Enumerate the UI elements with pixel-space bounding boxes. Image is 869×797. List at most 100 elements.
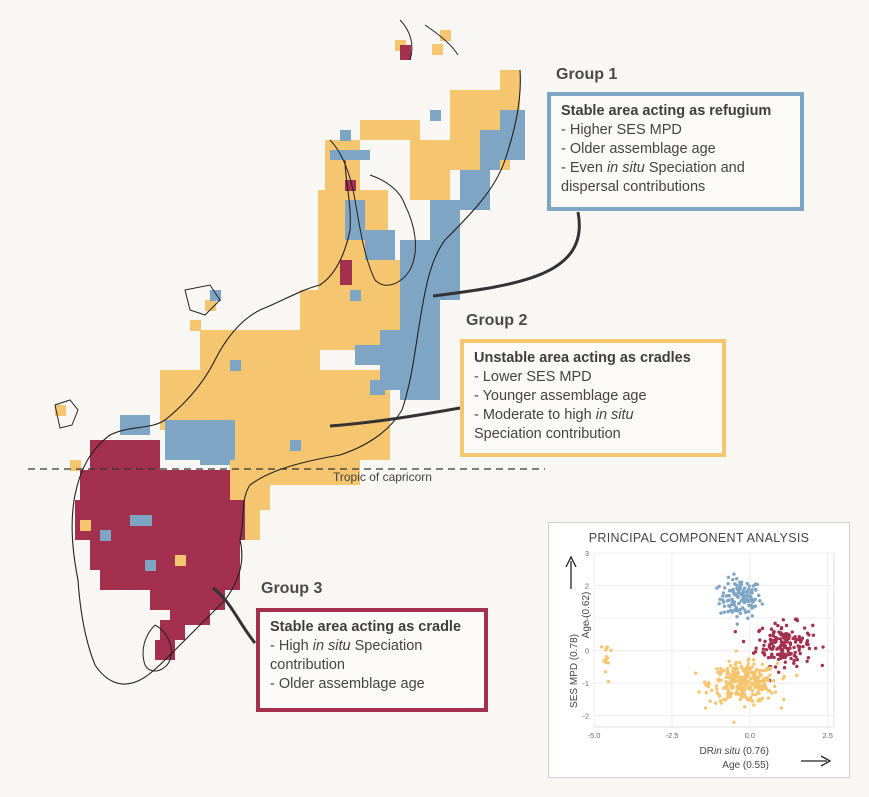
pca-point bbox=[795, 664, 799, 669]
pca-point bbox=[811, 623, 815, 628]
pca-plot: -5.0 -2.5 0.0 2.5 -2 -1 0 1 2 3 SES MPD (0.78) Ag… bbox=[565, 549, 835, 771]
pca-point bbox=[780, 654, 784, 659]
pca-point bbox=[710, 688, 714, 692]
pca-point bbox=[736, 691, 740, 696]
group1-lines: - Higher SES MPD - Older assemblage age - … bbox=[561, 121, 790, 197]
pca-point bbox=[746, 616, 750, 620]
pca-point bbox=[773, 690, 778, 694]
pca-point bbox=[781, 697, 786, 702]
pca-point bbox=[719, 678, 723, 682]
map-cell-group2 bbox=[55, 405, 66, 416]
map-cell-overlay bbox=[80, 520, 91, 531]
map-cell-group2 bbox=[260, 390, 340, 430]
pca-point bbox=[764, 668, 768, 672]
line-segment: Speciation and bbox=[644, 160, 745, 176]
pca-point bbox=[604, 660, 608, 665]
pca-point bbox=[761, 679, 766, 684]
pca-point bbox=[746, 687, 751, 691]
group2-line: Speciation contribution bbox=[474, 425, 712, 444]
map-cell-group1 bbox=[345, 200, 365, 240]
pca-point bbox=[751, 658, 756, 662]
map-cell-group2 bbox=[360, 120, 420, 140]
pca-point bbox=[721, 591, 726, 595]
pca-point bbox=[739, 688, 743, 692]
pca-point bbox=[758, 599, 762, 603]
pca-point bbox=[762, 651, 766, 655]
group2-lines: - Lower SES MPD - Younger assemblage age -… bbox=[474, 368, 712, 444]
pca-point bbox=[727, 659, 731, 663]
map-cell-group2 bbox=[205, 300, 216, 311]
pca-point bbox=[778, 637, 783, 641]
pca-point bbox=[719, 701, 723, 705]
pca-point bbox=[600, 645, 604, 649]
pca-point bbox=[795, 637, 800, 642]
map-cell-overlay bbox=[145, 560, 156, 571]
pca-point bbox=[717, 584, 721, 589]
pca-point bbox=[704, 691, 708, 695]
group2-box: Unstable area acting as cradles - Lower … bbox=[460, 339, 726, 457]
pca-point bbox=[795, 658, 800, 662]
y-tick-label: -1 bbox=[582, 679, 589, 688]
group1-line: - Even in situ Speciation and bbox=[561, 159, 790, 178]
pca-point bbox=[769, 627, 774, 631]
pca-point bbox=[747, 584, 752, 588]
pca-point bbox=[775, 652, 780, 657]
pca-point bbox=[802, 626, 807, 630]
x-tick-label: 0.0 bbox=[745, 731, 755, 740]
pca-point bbox=[726, 692, 730, 697]
pca-point bbox=[781, 676, 785, 681]
island-south bbox=[142, 624, 172, 672]
x-tick-label: -5.0 bbox=[588, 731, 601, 740]
pca-point bbox=[786, 652, 791, 657]
group2-line: - Lower SES MPD bbox=[474, 368, 712, 387]
pca-point bbox=[772, 655, 776, 660]
map-cell-group2 bbox=[70, 460, 81, 471]
pca-point bbox=[733, 668, 737, 672]
pca-point bbox=[720, 594, 725, 598]
pca-point bbox=[739, 664, 744, 668]
pca-point bbox=[745, 581, 749, 586]
pca-point bbox=[793, 635, 797, 639]
pca-points bbox=[600, 572, 825, 725]
pca-point bbox=[718, 666, 723, 671]
y-tick-label: 2 bbox=[585, 582, 589, 591]
pca-point bbox=[794, 655, 798, 659]
pca-point bbox=[756, 593, 761, 598]
pca-point bbox=[722, 610, 727, 614]
pca-point bbox=[778, 632, 783, 636]
group1-connector bbox=[432, 211, 581, 298]
pca-point bbox=[753, 650, 758, 654]
pca-point bbox=[716, 677, 720, 682]
pca-point bbox=[706, 684, 711, 689]
pca-point bbox=[702, 680, 707, 684]
line-segment: dispersal contributions bbox=[561, 179, 706, 195]
group2-heading: Unstable area acting as cradles bbox=[474, 350, 691, 366]
pca-point bbox=[728, 663, 733, 668]
map-cell-group2 bbox=[410, 140, 450, 200]
pca-point bbox=[718, 597, 722, 601]
pca-point bbox=[746, 679, 751, 683]
pca-point bbox=[757, 684, 761, 689]
group3-heading: Stable area acting as cradle bbox=[270, 619, 462, 635]
group1-box: Stable area acting as refugium - Higher … bbox=[547, 92, 804, 211]
group1-line: - Older assemblage age bbox=[561, 140, 790, 159]
pca-point bbox=[742, 692, 747, 697]
pca-point bbox=[732, 592, 737, 597]
pca-point bbox=[779, 651, 783, 656]
pca-point bbox=[697, 690, 701, 694]
pca-point bbox=[750, 614, 755, 618]
pca-point bbox=[772, 678, 776, 683]
pca-point bbox=[767, 667, 771, 671]
y-axis-label-line1: SES MPD (0.78) bbox=[569, 634, 580, 708]
pca-point bbox=[811, 633, 816, 637]
pca-point bbox=[743, 676, 747, 680]
map-cell-overlay bbox=[100, 530, 111, 541]
pca-point bbox=[746, 593, 750, 598]
line-segment: - Younger assemblage age bbox=[474, 388, 647, 404]
pca-point bbox=[733, 582, 737, 586]
map-cell-group3 bbox=[400, 45, 411, 60]
pca-point bbox=[787, 633, 791, 637]
pca-point bbox=[729, 608, 733, 613]
pca-point bbox=[751, 584, 755, 588]
pca-point bbox=[801, 644, 805, 649]
